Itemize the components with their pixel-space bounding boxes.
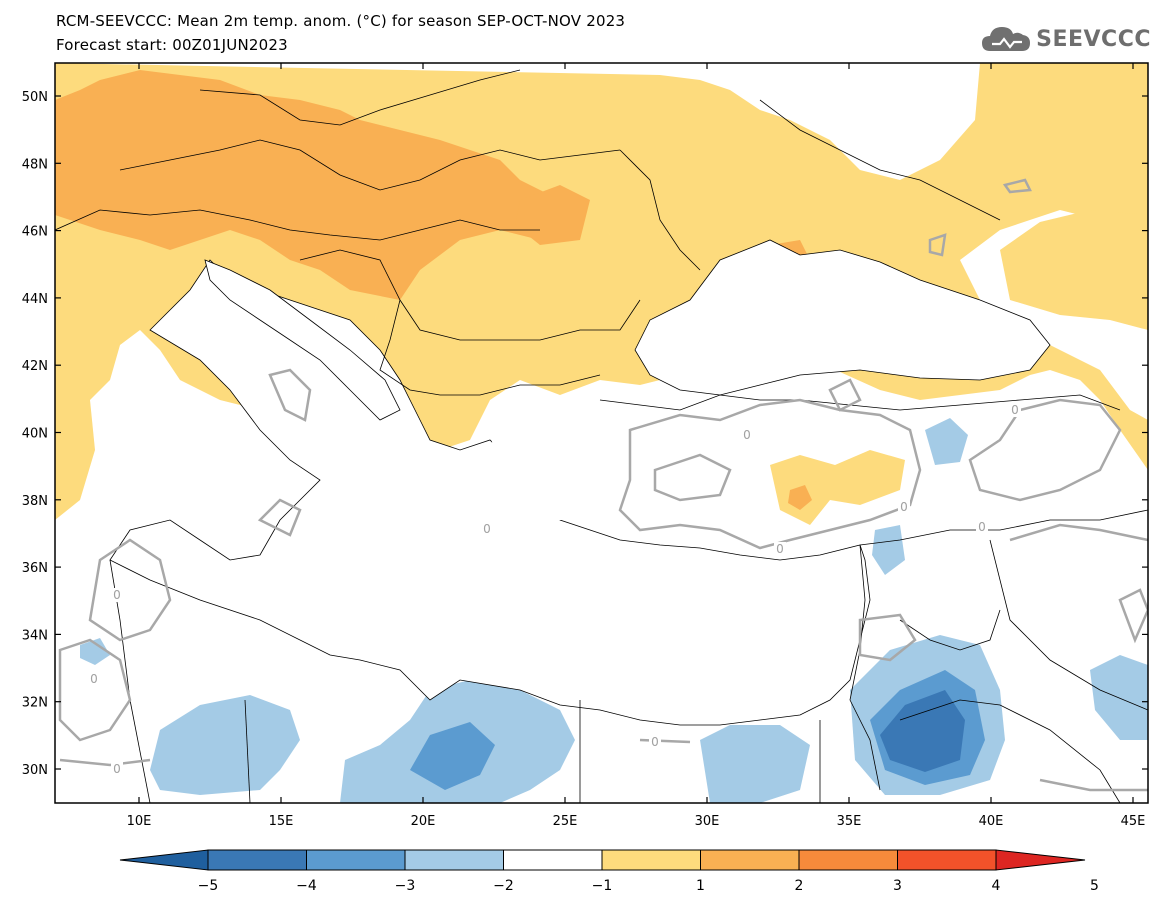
warm-anomaly-region-central-asia: [1000, 210, 1148, 330]
longitude-label: 20E: [411, 814, 436, 829]
longitude-label: 30E: [695, 814, 720, 829]
latitude-label: 44N: [22, 292, 48, 307]
seevccc-logo: SEEVCCC: [980, 22, 1151, 56]
colorbar-label: −4: [296, 878, 317, 894]
zero-contours: [58, 178, 1148, 792]
longitude-label: 40E: [979, 814, 1004, 829]
contour-labels: 0 0 0 0 0 0 0 0 0 0: [88, 403, 1021, 776]
longitude-label: 25E: [553, 814, 578, 829]
colorbar-segment: [119, 849, 209, 871]
latitude-label: 38N: [22, 494, 48, 509]
colorbar-segment: [503, 849, 603, 871]
logo-text: SEEVCCC: [1036, 26, 1151, 52]
contour-label: 0: [483, 522, 491, 536]
colorbar-label: −5: [198, 878, 219, 894]
cold-anomaly-patch-algeria: [80, 638, 110, 665]
colorbar-segment: [897, 849, 997, 871]
latitude-label: 48N: [22, 157, 48, 172]
cold-anomaly-patch-syria: [872, 525, 905, 575]
latitude-label: 32N: [22, 696, 48, 711]
contour-label: 0: [1011, 403, 1019, 417]
cold-anomaly-region-egypt: [700, 725, 810, 803]
latitude-label: 42N: [22, 359, 48, 374]
latitude-label: 50N: [22, 90, 48, 105]
cold-anomaly-region-libya-west: [150, 695, 300, 795]
colorbar-label: −1: [592, 878, 613, 894]
cold-anomaly-core-libya: [410, 722, 495, 790]
latitude-label: 34N: [22, 628, 48, 643]
cold-anomaly-core-jordan: [880, 690, 965, 772]
longitude-label: 35E: [837, 814, 862, 829]
colorbar-label: 5: [1090, 878, 1099, 894]
contour-label: 0: [978, 520, 986, 534]
cold-anomaly-patch-turkey-east: [925, 418, 968, 465]
black-sea: [634, 239, 1051, 396]
colorbar-label: 4: [992, 878, 1001, 894]
aegean-sea: [490, 400, 620, 520]
contour-label: 0: [113, 762, 121, 776]
longitude-axis: 10E 15E 20E 25E 30E 35E 40E 45E: [127, 63, 1146, 829]
contour-label: 0: [90, 672, 98, 686]
adriatic-sea: [204, 259, 401, 421]
cloud-icon: [982, 27, 1031, 51]
colorbar-segment: [700, 849, 800, 871]
latitude-label: 46N: [22, 225, 48, 240]
contour-label: 0: [776, 542, 784, 556]
colorbar-label: 2: [795, 878, 804, 894]
colorbar-segment: [404, 849, 504, 871]
colorbar-label: −3: [395, 878, 416, 894]
contour-label: 0: [651, 735, 659, 749]
mediterranean-sea: [109, 259, 871, 726]
forecast-start-label: Forecast start: 00Z01JUN2023: [56, 36, 288, 54]
longitude-label: 10E: [127, 814, 152, 829]
warm-anomaly-patch-turkey-core: [788, 485, 812, 510]
colorbar-segment: [995, 849, 1086, 871]
colorbar-label: −2: [493, 878, 514, 894]
latitude-label: 36N: [22, 561, 48, 576]
latitude-label: 40N: [22, 427, 48, 442]
map-fill-layer: [55, 63, 1148, 803]
latitude-axis: 50N 48N 46N 44N 42N 40N 38N 36N 34N 32N 30N: [22, 90, 1148, 778]
colorbar-segment: [601, 849, 701, 871]
longitude-label: 45E: [1121, 814, 1146, 829]
map-title: RCM-SEEVCCC: Mean 2m temp. anom. (°C) fo…: [56, 12, 626, 30]
colorbar: −5 −4 −3 −2 −1 1 2 3 4 5: [119, 849, 1099, 894]
contour-label: 0: [900, 500, 908, 514]
warm-anomaly-core-central-europe: [55, 70, 570, 300]
colorbar-segment: [207, 849, 307, 871]
contour-label: 0: [743, 428, 751, 442]
colorbar-label: 1: [696, 878, 705, 894]
colorbar-label: 3: [893, 878, 902, 894]
colorbar-segment: [798, 849, 898, 871]
longitude-label: 15E: [269, 814, 294, 829]
country-borders: [55, 69, 1148, 803]
latitude-label: 30N: [22, 763, 48, 778]
contour-label: 0: [113, 588, 121, 602]
colorbar-segment: [306, 849, 406, 871]
